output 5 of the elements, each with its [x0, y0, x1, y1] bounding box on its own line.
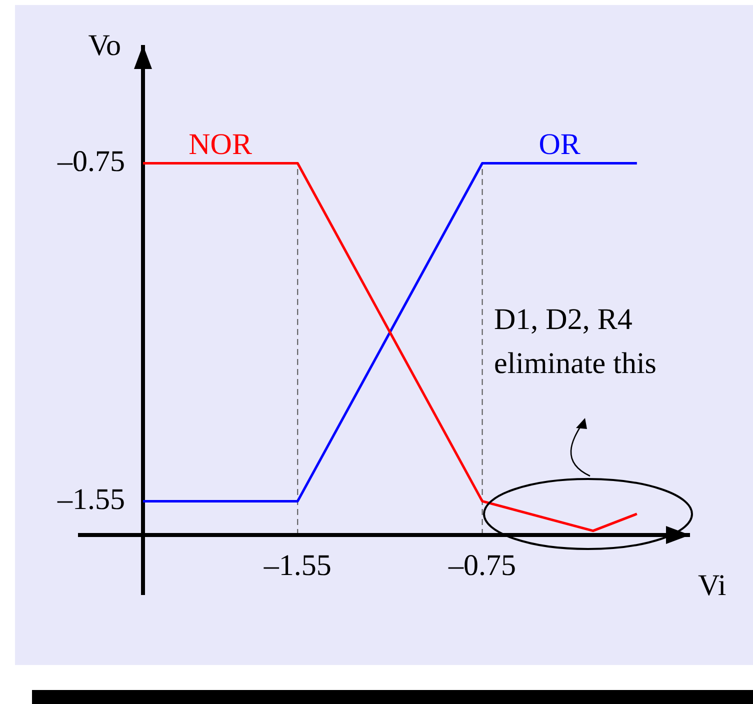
series-label: NOR — [188, 128, 252, 162]
series-label: OR — [538, 128, 580, 162]
annotation: D1, D2, R4 eliminate this — [494, 302, 658, 382]
x-axis-title: Vi — [698, 569, 726, 602]
y-axis-title: Vo — [88, 29, 121, 62]
